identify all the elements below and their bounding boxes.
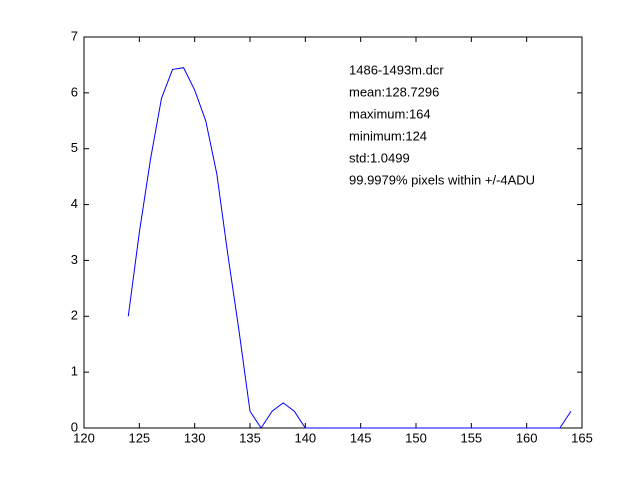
annotation: mean:128.7296 bbox=[349, 84, 439, 99]
y-tick-label: 5 bbox=[71, 140, 78, 155]
x-tick-label: 130 bbox=[184, 430, 206, 445]
axes-box bbox=[83, 36, 583, 429]
annotation: std:1.0499 bbox=[349, 150, 410, 165]
x-tick-label: 125 bbox=[128, 430, 150, 445]
y-tick-label: 4 bbox=[71, 196, 78, 211]
x-tick-label: 145 bbox=[350, 430, 372, 445]
x-tick-label: 165 bbox=[571, 430, 593, 445]
annotation: minimum:124 bbox=[349, 128, 427, 143]
y-tick-label: 7 bbox=[71, 28, 78, 43]
x-tick-label: 150 bbox=[405, 430, 427, 445]
annotation: 1486-1493m.dcr bbox=[349, 62, 444, 77]
x-tick-label: 155 bbox=[460, 430, 482, 445]
annotation: maximum:164 bbox=[349, 106, 431, 121]
x-tick-label: 160 bbox=[516, 430, 538, 445]
line-series bbox=[127, 67, 572, 429]
y-tick-label: 3 bbox=[71, 252, 78, 267]
y-tick-label: 2 bbox=[71, 308, 78, 323]
y-tick-label: 0 bbox=[71, 419, 78, 434]
annotation: 99.9979% pixels within +/-4ADU bbox=[349, 172, 535, 187]
x-tick-label: 120 bbox=[73, 430, 95, 445]
x-tick-label: 140 bbox=[294, 430, 316, 445]
y-tick-label: 6 bbox=[71, 84, 78, 99]
y-tick-label: 1 bbox=[71, 364, 78, 379]
x-tick-label: 135 bbox=[239, 430, 261, 445]
